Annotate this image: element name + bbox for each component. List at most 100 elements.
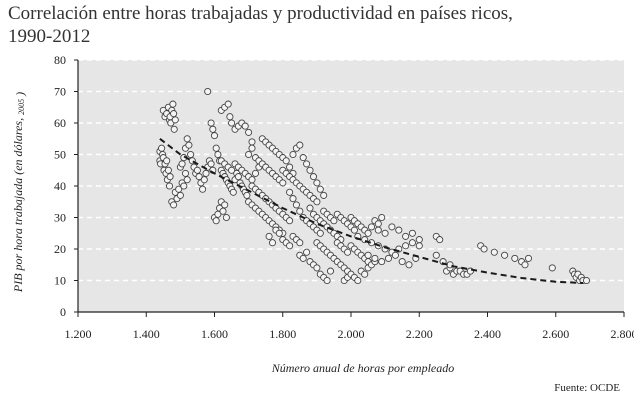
data-point xyxy=(265,232,273,240)
data-point xyxy=(209,125,217,133)
data-point xyxy=(180,182,188,190)
data-point xyxy=(405,261,413,269)
data-point xyxy=(408,229,416,237)
data-point xyxy=(511,254,519,262)
data-point xyxy=(354,276,362,285)
data-point xyxy=(268,239,277,247)
data-point xyxy=(521,261,529,269)
data-point xyxy=(374,226,382,234)
source-note: Fuente: OCDE xyxy=(554,382,620,394)
trend-line xyxy=(159,138,584,284)
data-point xyxy=(251,169,260,177)
data-point xyxy=(248,144,256,152)
data-point xyxy=(214,150,222,159)
data-point xyxy=(199,185,207,193)
data-point xyxy=(480,245,488,253)
data-point xyxy=(306,166,314,174)
y-tick-label: 30 xyxy=(54,211,66,225)
data-point xyxy=(364,251,372,259)
data-point xyxy=(185,141,193,149)
data-point xyxy=(183,176,191,184)
y-tick-label: 0 xyxy=(60,305,66,319)
data-point xyxy=(170,201,178,209)
data-point xyxy=(292,201,300,209)
y-tick-label: 40 xyxy=(54,179,66,193)
data-point xyxy=(361,270,369,278)
data-point xyxy=(228,166,236,174)
y-axis-label-subscript: 2005 xyxy=(17,99,26,115)
data-point xyxy=(326,267,335,275)
data-point xyxy=(183,135,191,143)
data-point xyxy=(166,173,174,181)
data-point xyxy=(248,176,256,184)
data-point xyxy=(374,220,382,228)
data-point xyxy=(303,248,311,256)
data-point xyxy=(169,100,177,108)
data-point xyxy=(381,229,389,237)
data-point xyxy=(193,166,201,174)
data-point xyxy=(313,198,321,206)
data-point xyxy=(228,119,236,127)
y-axis-label: PIB por hora trabajada (en dólares, 2005… xyxy=(11,92,27,293)
data-point xyxy=(202,169,210,177)
data-point xyxy=(415,242,423,250)
data-point xyxy=(432,251,440,259)
data-point xyxy=(165,182,174,190)
y-axis: 0 10 20 30 40 50 60 70 80 xyxy=(54,53,79,319)
x-tick-label: 2.000 xyxy=(338,327,365,341)
data-point xyxy=(398,258,406,266)
data-point xyxy=(212,217,220,225)
data-point xyxy=(200,176,208,184)
data-point xyxy=(296,141,304,149)
data-point xyxy=(222,213,230,222)
data-point xyxy=(330,217,338,225)
data-point xyxy=(289,150,297,159)
data-point xyxy=(204,87,212,96)
y-tick-label: 60 xyxy=(54,116,66,130)
data-point xyxy=(226,113,234,121)
data-point xyxy=(195,173,203,181)
data-point xyxy=(286,242,294,250)
data-point xyxy=(171,116,179,124)
data-point xyxy=(303,160,311,168)
data-point xyxy=(282,157,290,165)
data-point xyxy=(243,191,251,199)
data-point xyxy=(490,248,498,256)
data-point xyxy=(289,195,297,203)
data-point xyxy=(181,169,190,177)
x-axis-label: Número anual de horas por empleado xyxy=(271,361,455,375)
data-point xyxy=(212,144,220,152)
data-point xyxy=(384,254,393,262)
data-point xyxy=(299,254,307,262)
y-tick-label: 70 xyxy=(54,85,66,99)
data-point xyxy=(245,128,253,136)
data-point xyxy=(207,160,215,168)
data-point xyxy=(320,191,328,199)
data-point xyxy=(524,254,533,262)
data-point xyxy=(187,150,195,159)
data-point xyxy=(313,264,321,272)
y-tick-label: 10 xyxy=(54,274,66,288)
data-point xyxy=(170,125,178,133)
data-point xyxy=(371,254,379,262)
data-point xyxy=(241,122,249,130)
x-tick-label: 1.200 xyxy=(65,327,92,341)
data-point xyxy=(378,213,386,222)
data-point xyxy=(378,258,386,266)
data-point xyxy=(316,185,324,193)
data-point xyxy=(207,119,215,127)
data-point xyxy=(402,242,410,250)
y-axis-label-close: ) xyxy=(13,92,27,97)
y-tick-label: 20 xyxy=(54,242,66,256)
data-point xyxy=(286,163,294,171)
data-point xyxy=(158,144,166,152)
data-point xyxy=(164,166,172,174)
data-point xyxy=(210,132,219,140)
data-point xyxy=(219,207,227,215)
data-point xyxy=(501,251,509,259)
chart-subtitle: 1990-2012 xyxy=(8,26,91,47)
data-point xyxy=(163,157,171,165)
data-point xyxy=(313,179,321,187)
gridlines xyxy=(78,59,624,282)
data-point xyxy=(415,236,423,244)
